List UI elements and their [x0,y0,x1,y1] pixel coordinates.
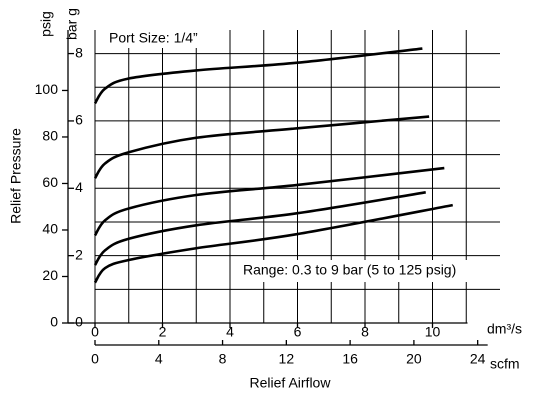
x2-tick-label: 20 [406,351,422,367]
x2-unit: scfm [490,356,520,372]
y-axis-label: Relief Pressure [8,128,24,224]
x2-tick-label: 24 [470,351,486,367]
y-tick-label: 4 [75,179,83,195]
y-tick-label: 2 [75,246,83,262]
x2-tick-label: 4 [155,351,163,367]
x2-tick-label: 12 [279,351,295,367]
y2-tick-label: 40 [42,221,58,237]
y-unit: bar g [64,8,80,40]
x-unit: dm³/s [487,321,522,337]
x2-tick-label: 0 [91,351,99,367]
curve [93,47,423,105]
y2-unit: psig [38,11,54,37]
x-tick-label: 4 [226,324,234,340]
x-tick-label: 0 [91,324,99,340]
curve [93,191,426,266]
y2-tick-label: 100 [35,81,59,97]
y2-tick-label: 20 [42,267,58,283]
x-tick-label: 2 [159,324,167,340]
x-tick-label: 8 [361,324,369,340]
annotation: Range: 0.3 to 9 bar (5 to 125 psig) [243,262,456,278]
x-tick-label: 6 [294,324,302,340]
x2-tick-label: 16 [342,351,358,367]
y2-tick-label: 80 [42,128,58,144]
annotation: Port Size: 1/4” [109,30,198,46]
y2-tick-label: 60 [42,174,58,190]
x2-tick-label: 8 [219,351,227,367]
y-tick-label: 6 [75,112,83,128]
annotation-box [238,260,500,282]
curve [93,115,430,179]
curve [93,203,453,284]
y-tick-label: 0 [75,314,83,330]
x-tick-label: 10 [425,324,441,340]
annotation-box [104,28,224,48]
curve [93,166,445,237]
x-axis-label: Relief Airflow [250,375,332,391]
y2-tick-label: 0 [50,314,58,330]
y-tick-label: 8 [75,44,83,60]
